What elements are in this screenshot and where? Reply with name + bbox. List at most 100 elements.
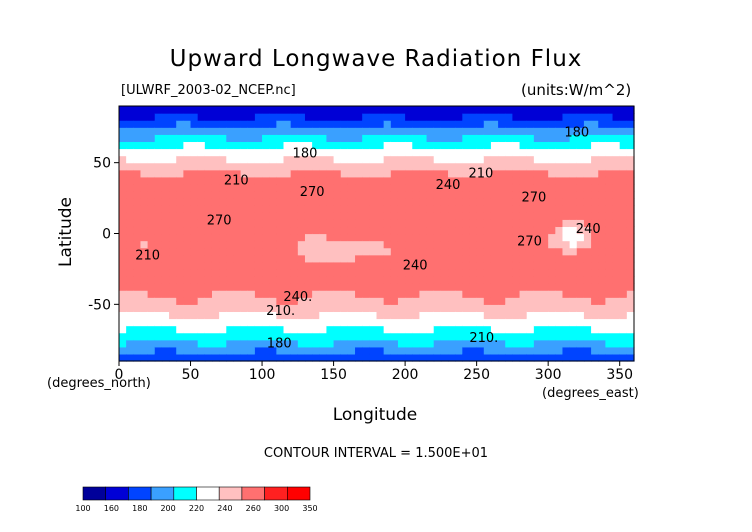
heatmap-cell (426, 254, 435, 263)
heatmap-cell (169, 254, 177, 263)
heatmap-cell (412, 134, 421, 143)
heatmap-cell (583, 247, 592, 256)
heatmap-cell (505, 339, 513, 348)
heatmap-cell (283, 297, 292, 305)
heatmap-cell (362, 176, 370, 185)
heatmap-cell (412, 339, 421, 348)
contour-label: 180 (293, 147, 318, 162)
heatmap-cell (297, 254, 306, 263)
heatmap-cell (569, 183, 578, 192)
heatmap-cell (440, 311, 449, 320)
heatmap-cell (119, 233, 127, 242)
heatmap-cell (126, 120, 134, 128)
heatmap-cell (448, 332, 456, 341)
heatmap-cell (304, 346, 313, 355)
heatmap-cell (383, 134, 392, 143)
heatmap-cell (419, 162, 428, 171)
heatmap-cell (276, 113, 285, 121)
heatmap-cell (304, 318, 313, 327)
heatmap-cell (204, 205, 213, 213)
heatmap-cell (226, 198, 235, 206)
heatmap-cell (176, 290, 184, 298)
heatmap-cell (526, 268, 535, 277)
heatmap-cell (119, 127, 127, 135)
heatmap-cell (240, 148, 249, 157)
heatmap-cell (161, 169, 170, 178)
heatmap-cell (583, 346, 592, 355)
heatmap-cell (369, 304, 378, 313)
heatmap-cell (140, 226, 149, 235)
heatmap-cell (591, 113, 599, 121)
heatmap-cell (347, 311, 356, 320)
heatmap-cell (462, 276, 471, 284)
heatmap-cell (262, 325, 270, 334)
heatmap-cell (262, 219, 270, 228)
heatmap-cell (290, 233, 299, 242)
heatmap-cell (226, 290, 235, 298)
heatmap-cell (254, 169, 263, 178)
heatmap-cell (312, 155, 320, 164)
heatmap-cell (583, 205, 592, 213)
heatmap-cell (169, 134, 177, 143)
heatmap-cell (383, 106, 392, 114)
heatmap-cell (583, 169, 592, 178)
heatmap-cell (169, 191, 177, 199)
heatmap-cell (169, 219, 177, 228)
heatmap-cell (226, 141, 235, 150)
heatmap-cell (555, 162, 564, 171)
heatmap-cell (319, 353, 328, 362)
heatmap-cell (369, 325, 378, 334)
heatmap-cell (519, 155, 528, 164)
heatmap-cell (612, 148, 621, 157)
heatmap-cell (483, 261, 492, 270)
heatmap-cell (190, 311, 199, 320)
heatmap-cell (490, 339, 499, 348)
heatmap-cell (541, 297, 549, 305)
heatmap-cell (390, 240, 399, 249)
heatmap-cell (433, 318, 442, 327)
heatmap-cell (119, 297, 127, 305)
heatmap-cell (219, 113, 227, 121)
heatmap-cell (498, 155, 506, 164)
colorbar-swatch (150, 486, 175, 501)
heatmap-cell (490, 106, 499, 114)
heatmap-cell (419, 219, 428, 228)
heatmap-cell (140, 191, 149, 199)
x-axis-label: Longitude (332, 405, 418, 425)
heatmap-cell (512, 261, 521, 270)
heatmap-cell (533, 346, 542, 355)
heatmap-cell (612, 162, 621, 171)
heatmap-cell (183, 127, 192, 135)
heatmap-cell (598, 276, 606, 284)
heatmap-cell (433, 148, 442, 157)
heatmap-cell (548, 141, 556, 150)
heatmap-cell (219, 346, 227, 355)
heatmap-cell (483, 148, 492, 157)
heatmap-cell (526, 198, 535, 206)
heatmap-cell (405, 205, 413, 213)
contour-label: 270 (300, 185, 325, 200)
heatmap-cell (405, 325, 413, 334)
heatmap-cell (419, 176, 428, 185)
heatmap-cell (426, 268, 435, 277)
heatmap-cell (133, 290, 142, 298)
heatmap-cell (283, 247, 292, 256)
heatmap-cell (498, 120, 506, 128)
heatmap-cell (519, 113, 528, 121)
heatmap-cell (426, 290, 435, 298)
heatmap-cell (562, 311, 571, 320)
heatmap-cell (419, 148, 428, 157)
heatmap-cell (161, 247, 170, 256)
heatmap-cell (283, 353, 292, 362)
heatmap-cell (176, 283, 184, 291)
heatmap-cell (583, 283, 592, 291)
heatmap-cell (269, 353, 277, 362)
heatmap-cell (526, 254, 535, 263)
heatmap-cell (455, 127, 463, 135)
heatmap-cell (591, 247, 599, 256)
heatmap-cell (211, 268, 220, 277)
heatmap-cell (226, 297, 235, 305)
heatmap-cell (290, 254, 299, 263)
heatmap-cell (576, 318, 585, 327)
heatmap-cell (197, 176, 206, 185)
